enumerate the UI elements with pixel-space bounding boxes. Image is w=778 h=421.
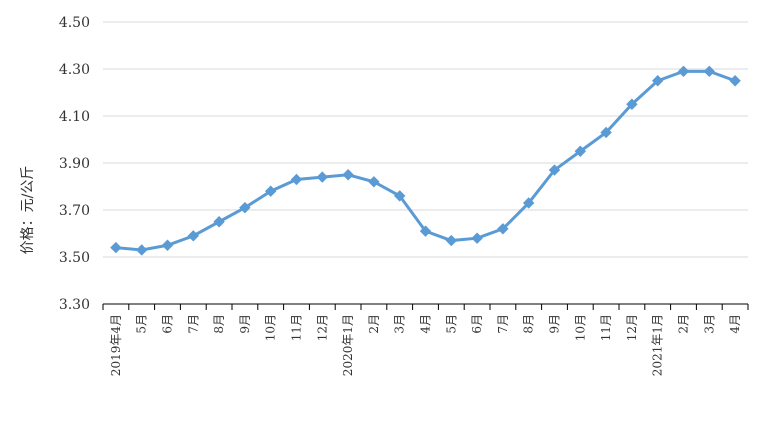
y-tick-label: 3.90 bbox=[59, 156, 90, 172]
data-point bbox=[445, 234, 458, 247]
x-tick-label: 9月 bbox=[238, 314, 252, 334]
data-point bbox=[213, 216, 225, 228]
x-axis-tick-marks bbox=[102, 304, 749, 310]
data-point bbox=[548, 164, 561, 176]
price-series-line bbox=[115, 69, 736, 252]
x-tick-label: 7月 bbox=[186, 314, 200, 334]
x-tick-label: 10月 bbox=[573, 314, 587, 341]
x-tick-label: 3月 bbox=[702, 314, 716, 334]
x-tick-label: 12月 bbox=[315, 314, 329, 341]
gridlines bbox=[103, 21, 748, 258]
x-tick-label: 2019年4月 bbox=[109, 314, 123, 376]
x-tick-label: 5月 bbox=[135, 314, 149, 334]
y-tick-label: 4.30 bbox=[59, 62, 90, 78]
data-point bbox=[574, 145, 587, 157]
price-series-markers bbox=[110, 65, 741, 256]
x-tick-label: 5月 bbox=[444, 314, 458, 334]
data-point bbox=[419, 225, 432, 237]
data-point bbox=[316, 171, 329, 183]
data-point bbox=[342, 169, 354, 181]
data-point bbox=[135, 244, 148, 256]
y-tick-label: 3.50 bbox=[59, 250, 90, 266]
x-tick-label: 3月 bbox=[393, 314, 407, 334]
x-tick-label: 2月 bbox=[677, 314, 691, 334]
x-tick-label: 8月 bbox=[212, 314, 226, 334]
data-point bbox=[729, 75, 741, 87]
data-point bbox=[703, 65, 716, 78]
x-tick-label: 11月 bbox=[599, 314, 613, 341]
data-point bbox=[471, 232, 483, 244]
data-point bbox=[677, 65, 690, 78]
x-tick-label: 6月 bbox=[470, 314, 484, 334]
data-point bbox=[161, 239, 174, 251]
data-point bbox=[110, 241, 122, 254]
data-point bbox=[522, 197, 535, 209]
x-tick-label: 9月 bbox=[548, 314, 562, 334]
x-tick-label: 2021年1月 bbox=[651, 314, 665, 376]
data-point bbox=[187, 230, 200, 242]
x-tick-label: 8月 bbox=[522, 314, 536, 334]
y-axis-tick-labels: 3.30 3.50 3.70 3.90 4.10 4.30 4.50 bbox=[59, 15, 90, 313]
data-point bbox=[626, 98, 638, 110]
x-tick-label: 11月 bbox=[290, 314, 304, 341]
x-tick-label: 4月 bbox=[728, 314, 742, 334]
x-tick-label: 4月 bbox=[419, 314, 433, 334]
y-tick-label: 3.30 bbox=[59, 297, 90, 313]
data-point bbox=[264, 185, 277, 197]
x-tick-label: 7月 bbox=[496, 314, 510, 334]
x-tick-label: 2020年1月 bbox=[341, 314, 355, 376]
x-tick-label: 12月 bbox=[625, 314, 639, 341]
x-tick-label: 2月 bbox=[367, 314, 381, 334]
data-point bbox=[393, 190, 406, 202]
data-point bbox=[651, 75, 664, 87]
data-point bbox=[290, 173, 303, 186]
data-point bbox=[600, 126, 612, 139]
data-point bbox=[497, 223, 509, 235]
data-point bbox=[239, 201, 251, 214]
x-axis-tick-labels: 2019年4月 5月 6月 7月 8月 9月 10月 11月 12月 2020年1月 2月 3月 4月 5… bbox=[109, 314, 742, 376]
x-tick-label: 10月 bbox=[264, 314, 278, 341]
y-tick-label: 4.50 bbox=[59, 15, 90, 31]
y-tick-label: 4.10 bbox=[59, 109, 90, 125]
x-tick-label: 6月 bbox=[161, 314, 175, 334]
y-axis-title: 价格：元/公斤 bbox=[20, 166, 36, 255]
data-point bbox=[368, 176, 380, 188]
y-tick-label: 3.70 bbox=[59, 203, 90, 219]
